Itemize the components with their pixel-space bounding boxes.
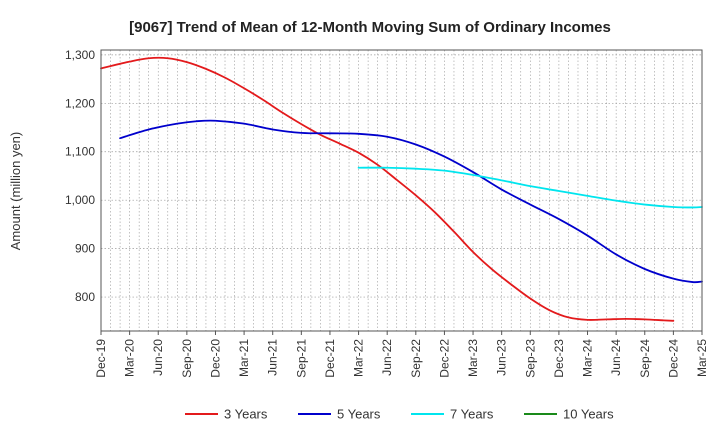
series-line-7-years <box>357 166 703 209</box>
x-tick-label: Mar-23 <box>466 339 480 377</box>
x-tick-label: Jun-22 <box>380 339 394 376</box>
x-tick-label: Jun-24 <box>609 339 623 376</box>
plot-frame <box>100 49 703 332</box>
x-tick-label: Mar-21 <box>237 339 251 377</box>
x-tick-label: Sep-23 <box>523 339 537 378</box>
x-tick-label: Mar-25 <box>695 339 709 377</box>
x-tick-label: Sep-22 <box>409 339 423 378</box>
x-tick-label: Sep-20 <box>180 339 194 378</box>
gridlines <box>100 50 703 331</box>
series-line-3-years <box>100 56 675 322</box>
y-tick-label: 1,200 <box>65 96 95 110</box>
x-tick-label: Jun-20 <box>151 339 165 376</box>
x-tick-label: Dec-20 <box>208 339 222 378</box>
x-tick-label: Sep-21 <box>294 339 308 378</box>
x-axis-ticks: Dec-19 Mar-20 Jun-20 Sep-20 Dec-20 Mar-21 Jun-… <box>94 331 709 378</box>
x-tick-label: Mar-24 <box>581 339 595 377</box>
x-tick-label: Dec-22 <box>437 339 451 378</box>
x-tick-label: Sep-24 <box>638 339 652 378</box>
x-tick-label: Dec-19 <box>94 339 108 378</box>
legend-label: 7 Years <box>450 407 494 422</box>
y-tick-label: 1,300 <box>65 48 95 62</box>
legend-label: 5 Years <box>337 407 381 422</box>
series-lines <box>100 56 703 322</box>
x-tick-label: Mar-20 <box>123 339 137 377</box>
legend: 3 Years 5 Years 7 Years 10 Years <box>185 407 614 422</box>
chart-title: [9067] Trend of Mean of 12-Month Moving … <box>129 19 611 36</box>
legend-label: 10 Years <box>563 407 614 422</box>
x-tick-label: Dec-23 <box>552 339 566 378</box>
series-line-5-years <box>119 119 703 284</box>
y-tick-label: 1,100 <box>65 145 95 159</box>
y-axis-ticks: 800 900 1,000 1,100 1,200 1,300 <box>65 48 95 304</box>
x-tick-label: Jun-21 <box>266 339 280 376</box>
y-tick-label: 1,000 <box>65 193 95 207</box>
plot-area <box>100 49 703 332</box>
plot-background <box>101 50 702 331</box>
x-tick-label: Jun-23 <box>495 339 509 376</box>
x-tick-label: Mar-22 <box>352 339 366 377</box>
y-axis-title: Amount (million yen) <box>8 132 23 251</box>
x-tick-label: Dec-24 <box>666 339 680 378</box>
legend-label: 3 Years <box>224 407 268 422</box>
x-tick-label: Dec-21 <box>323 339 337 378</box>
y-tick-label: 900 <box>75 242 95 256</box>
y-tick-label: 800 <box>75 290 95 304</box>
